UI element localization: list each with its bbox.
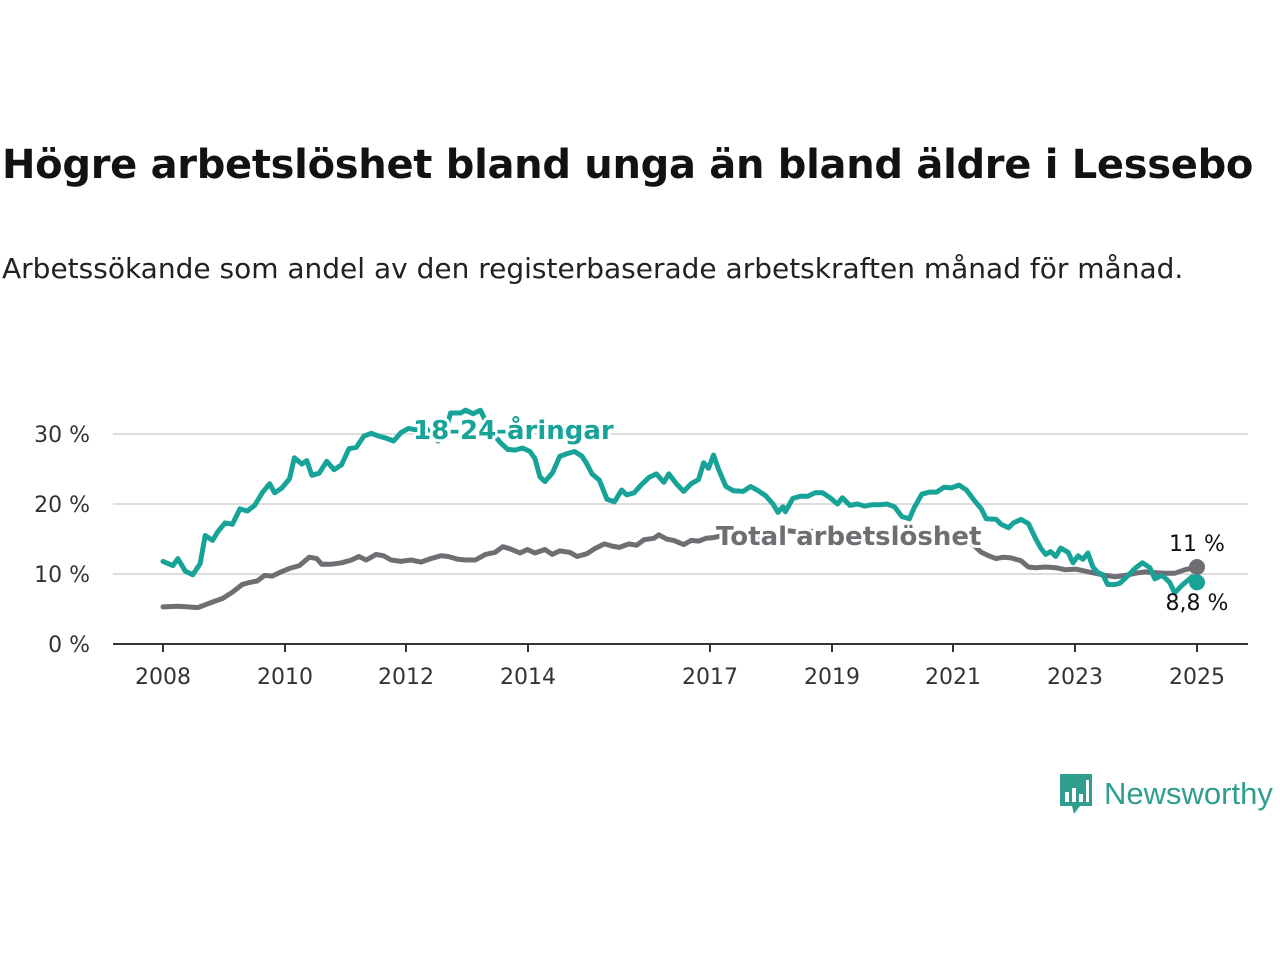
newsworthy-logo: Newsworthy — [1058, 772, 1273, 816]
total-series-line — [160, 528, 1200, 611]
x-tick-label: 2017 — [682, 665, 738, 690]
brand-name: Newsworthy — [1104, 776, 1273, 811]
series-lines — [160, 407, 1205, 611]
gridlines — [113, 433, 1248, 575]
x-tick-label: 2021 — [925, 665, 981, 690]
line-chart: 0 % 10 % 20 % 30 % 2008 2010 2012 2014 2017 2019… — [34, 407, 1248, 690]
x-tick-label: 2014 — [500, 665, 556, 690]
youth-end-point — [1189, 574, 1205, 591]
total-series-label: Total arbetslöshet — [716, 522, 981, 552]
series-labels: 18-24-åringar Total arbetslöshet 11 % 8,8 % — [410, 411, 1229, 616]
x-tick-label: 2010 — [257, 665, 313, 690]
y-axis-ticks: 0 % 10 % 20 % 30 % — [34, 423, 90, 658]
youth-series-line — [160, 407, 1200, 596]
x-tick-label: 2023 — [1047, 665, 1103, 690]
total-end-label: 11 % — [1169, 532, 1225, 557]
youth-end-label: 8,8 % — [1166, 591, 1229, 616]
youth-series-label: 18-24-åringar — [413, 414, 614, 446]
x-tick-label: 2008 — [135, 665, 191, 690]
total-end-point — [1189, 559, 1205, 575]
y-tick-label: 20 % — [34, 493, 90, 518]
y-tick-label: 30 % — [34, 423, 90, 448]
y-tick-label: 0 % — [48, 633, 90, 658]
x-tick-label: 2012 — [378, 665, 434, 690]
y-tick-label: 10 % — [34, 563, 90, 588]
chart-subtitle: Arbetssökande som andel av den registerb… — [2, 252, 1184, 285]
x-axis: 2008 2010 2012 2014 2017 2019 2021 2023 2025 — [113, 643, 1248, 690]
bar-chart-icon — [1060, 774, 1092, 814]
x-tick-label: 2019 — [804, 665, 860, 690]
chart-title: Högre arbetslöshet bland unga än bland ä… — [2, 142, 1254, 188]
x-tick-label: 2025 — [1169, 665, 1225, 690]
